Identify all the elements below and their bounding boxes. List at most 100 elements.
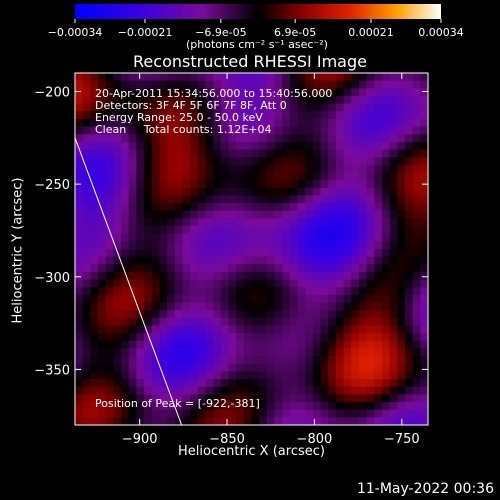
heatmap-cell bbox=[243, 386, 253, 395]
heatmap-cell bbox=[128, 287, 137, 296]
heatmap-cell bbox=[420, 317, 428, 327]
heatmap-cell bbox=[305, 302, 314, 311]
heatmap-cell bbox=[136, 340, 145, 350]
heatmap-cell bbox=[366, 363, 375, 373]
heatmap-cell bbox=[381, 333, 391, 342]
heatmap-cell bbox=[167, 348, 176, 357]
heatmap-cell bbox=[251, 249, 260, 258]
heatmap-cell bbox=[213, 340, 222, 350]
heatmap-cell bbox=[98, 210, 107, 219]
heatmap-cell bbox=[151, 333, 161, 342]
heatmap-cell bbox=[228, 149, 237, 158]
heatmap-cell bbox=[374, 103, 383, 112]
heatmap-cell bbox=[167, 233, 176, 242]
heatmap-cell bbox=[159, 180, 168, 189]
heatmap-cell bbox=[98, 363, 107, 373]
heatmap-cell bbox=[136, 126, 145, 135]
heatmap-cell bbox=[412, 226, 421, 235]
heatmap-cell bbox=[305, 73, 314, 82]
heatmap-cell bbox=[213, 111, 222, 120]
heatmap-cell bbox=[266, 118, 276, 128]
heatmap-cell bbox=[297, 195, 306, 204]
heatmap-cell bbox=[113, 218, 122, 227]
heatmap-cell bbox=[328, 103, 337, 112]
heatmap-cell bbox=[151, 317, 161, 327]
heatmap-cell bbox=[251, 371, 260, 380]
heatmap-cell bbox=[159, 386, 168, 395]
heatmap-cell bbox=[98, 310, 107, 319]
heatmap-cell bbox=[136, 195, 145, 204]
heatmap-cell bbox=[128, 417, 137, 425]
heatmap-cell bbox=[182, 103, 191, 112]
heatmap-cell bbox=[159, 73, 168, 82]
heatmap-cell bbox=[381, 317, 391, 327]
heatmap-cell bbox=[228, 218, 237, 227]
heatmap-cell bbox=[205, 218, 214, 227]
heatmap-cell bbox=[389, 118, 398, 128]
heatmap-cell bbox=[251, 340, 260, 350]
heatmap-cell bbox=[420, 111, 428, 120]
heatmap-cell bbox=[151, 88, 161, 97]
heatmap-cell bbox=[90, 256, 99, 265]
heatmap-cell bbox=[159, 210, 168, 219]
heatmap-cell bbox=[105, 210, 114, 219]
heatmap-cell bbox=[374, 95, 383, 105]
heatmap-cell bbox=[274, 302, 283, 311]
heatmap-cell bbox=[381, 73, 391, 82]
heatmap-cell bbox=[251, 271, 260, 281]
colorbar-tick-label: 6.9e-05 bbox=[274, 26, 316, 39]
heatmap-cell bbox=[404, 141, 414, 151]
heatmap-cell bbox=[182, 279, 191, 288]
heatmap-cell bbox=[197, 363, 207, 373]
heatmap-cell bbox=[236, 111, 245, 120]
heatmap-cell bbox=[205, 302, 214, 311]
heatmap-cell bbox=[144, 226, 153, 235]
heatmap-cell bbox=[182, 73, 191, 82]
heatmap-cell bbox=[90, 363, 99, 373]
heatmap-cell bbox=[190, 88, 199, 97]
heatmap-cell bbox=[374, 157, 383, 166]
heatmap-cell bbox=[366, 141, 375, 151]
heatmap-cell bbox=[397, 402, 406, 411]
heatmap-cell bbox=[128, 249, 137, 258]
heatmap-cell bbox=[136, 73, 145, 82]
heatmap-cell bbox=[282, 126, 291, 135]
heatmap-cell bbox=[412, 73, 421, 82]
heatmap-cell bbox=[159, 317, 168, 327]
heatmap-cell bbox=[90, 294, 99, 304]
heatmap-cell bbox=[159, 271, 168, 281]
heatmap-cell bbox=[236, 371, 245, 380]
heatmap-cell bbox=[128, 241, 137, 250]
heatmap-cell bbox=[82, 386, 91, 395]
heatmap-cell bbox=[328, 379, 337, 388]
heatmap-cell bbox=[151, 195, 161, 204]
heatmap-cell bbox=[397, 363, 406, 373]
heatmap-cell bbox=[282, 394, 291, 403]
heatmap-cell bbox=[82, 88, 91, 97]
heatmap-cell bbox=[159, 195, 168, 204]
heatmap-cell bbox=[289, 417, 299, 425]
heatmap-cell bbox=[266, 103, 276, 112]
heatmap-cell bbox=[190, 180, 199, 189]
heatmap-cell bbox=[82, 218, 91, 227]
heatmap-cell bbox=[213, 287, 222, 296]
footer-timestamp: 11-May-2022 00:36 bbox=[356, 481, 494, 497]
heatmap-cell bbox=[366, 402, 375, 411]
heatmap-cell bbox=[190, 157, 199, 166]
heatmap-cell bbox=[113, 157, 122, 166]
heatmap-cell bbox=[259, 88, 268, 97]
heatmap-cell bbox=[121, 256, 130, 265]
heatmap-cell bbox=[397, 348, 406, 357]
heatmap-cell bbox=[351, 241, 360, 250]
heatmap-cell bbox=[404, 294, 414, 304]
heatmap-cell bbox=[151, 302, 161, 311]
heatmap-cell bbox=[220, 233, 230, 242]
heatmap-cell bbox=[259, 409, 268, 418]
heatmap-cell bbox=[335, 348, 345, 357]
heatmap-cell bbox=[90, 195, 99, 204]
heatmap-cell bbox=[289, 294, 299, 304]
heatmap-cell bbox=[197, 157, 207, 166]
heatmap-cell bbox=[389, 164, 398, 174]
heatmap-cell bbox=[259, 164, 268, 174]
heatmap-cell bbox=[297, 203, 306, 212]
